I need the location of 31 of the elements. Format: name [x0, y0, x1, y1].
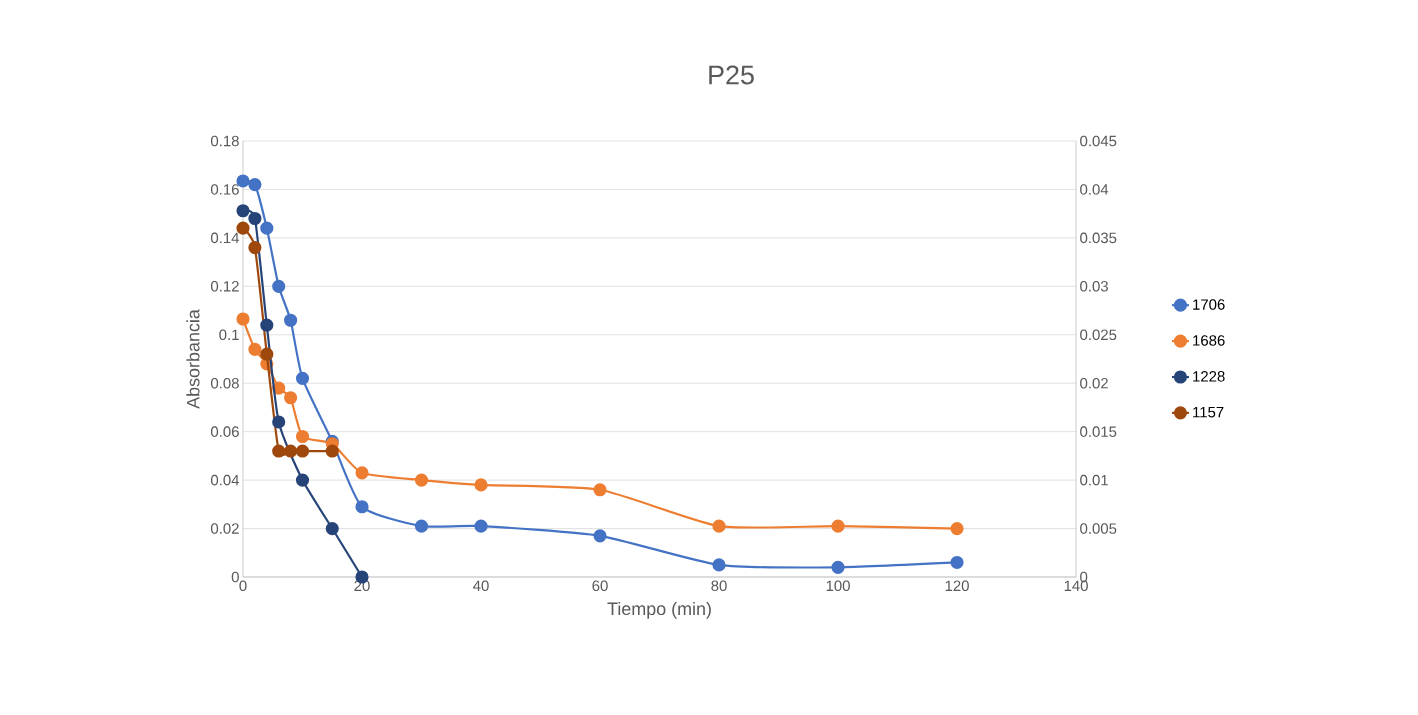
legend-label: 1686 [1193, 335, 1225, 346]
x-tick-label: 60 [592, 580, 608, 592]
x-axis-title: Tiempo (min) [607, 601, 711, 619]
y2-tick-label: 0.025 [1080, 329, 1117, 341]
y-tick-label: 0.04 [210, 474, 240, 486]
y2-tick-label: 0.015 [1080, 426, 1117, 437]
chart-title: P25 [709, 65, 754, 85]
y2-tick-label: 0.01 [1080, 474, 1108, 486]
legend-label: 1228 [1193, 371, 1225, 382]
y-tick-label: 0.18 [210, 135, 239, 147]
y2-tick-label: 0.005 [1080, 523, 1117, 534]
legend-label: 1706 [1193, 299, 1225, 310]
y-tick-label: 0.06 [210, 426, 239, 437]
y-tick-label: 0.02 [210, 523, 239, 534]
y-tick-label: 0.08 [210, 377, 239, 389]
x-tick-label: 80 [711, 580, 727, 592]
legend-label: 1157 [1193, 406, 1224, 418]
y-tick-label: 0.14 [210, 232, 240, 244]
x-tick-label: 120 [945, 580, 969, 592]
y-tick-label: 0.12 [210, 281, 239, 292]
y-tick-label: 0.16 [210, 184, 239, 195]
y-axis-title: Absorbancia [186, 309, 200, 409]
y2-tick-label: 0.035 [1080, 232, 1117, 244]
y-tick-label: 0.1 [219, 329, 239, 341]
x-tick-label: 40 [473, 580, 489, 592]
y2-tick-label: 0.03 [1080, 281, 1108, 292]
y-tick-label: 0 [231, 571, 239, 583]
y2-tick-label: 0.04 [1080, 184, 1109, 195]
y2-tick-label: 0.02 [1080, 377, 1108, 389]
y2-tick-label: 0.045 [1080, 135, 1117, 147]
x-tick-label: 100 [826, 580, 850, 592]
